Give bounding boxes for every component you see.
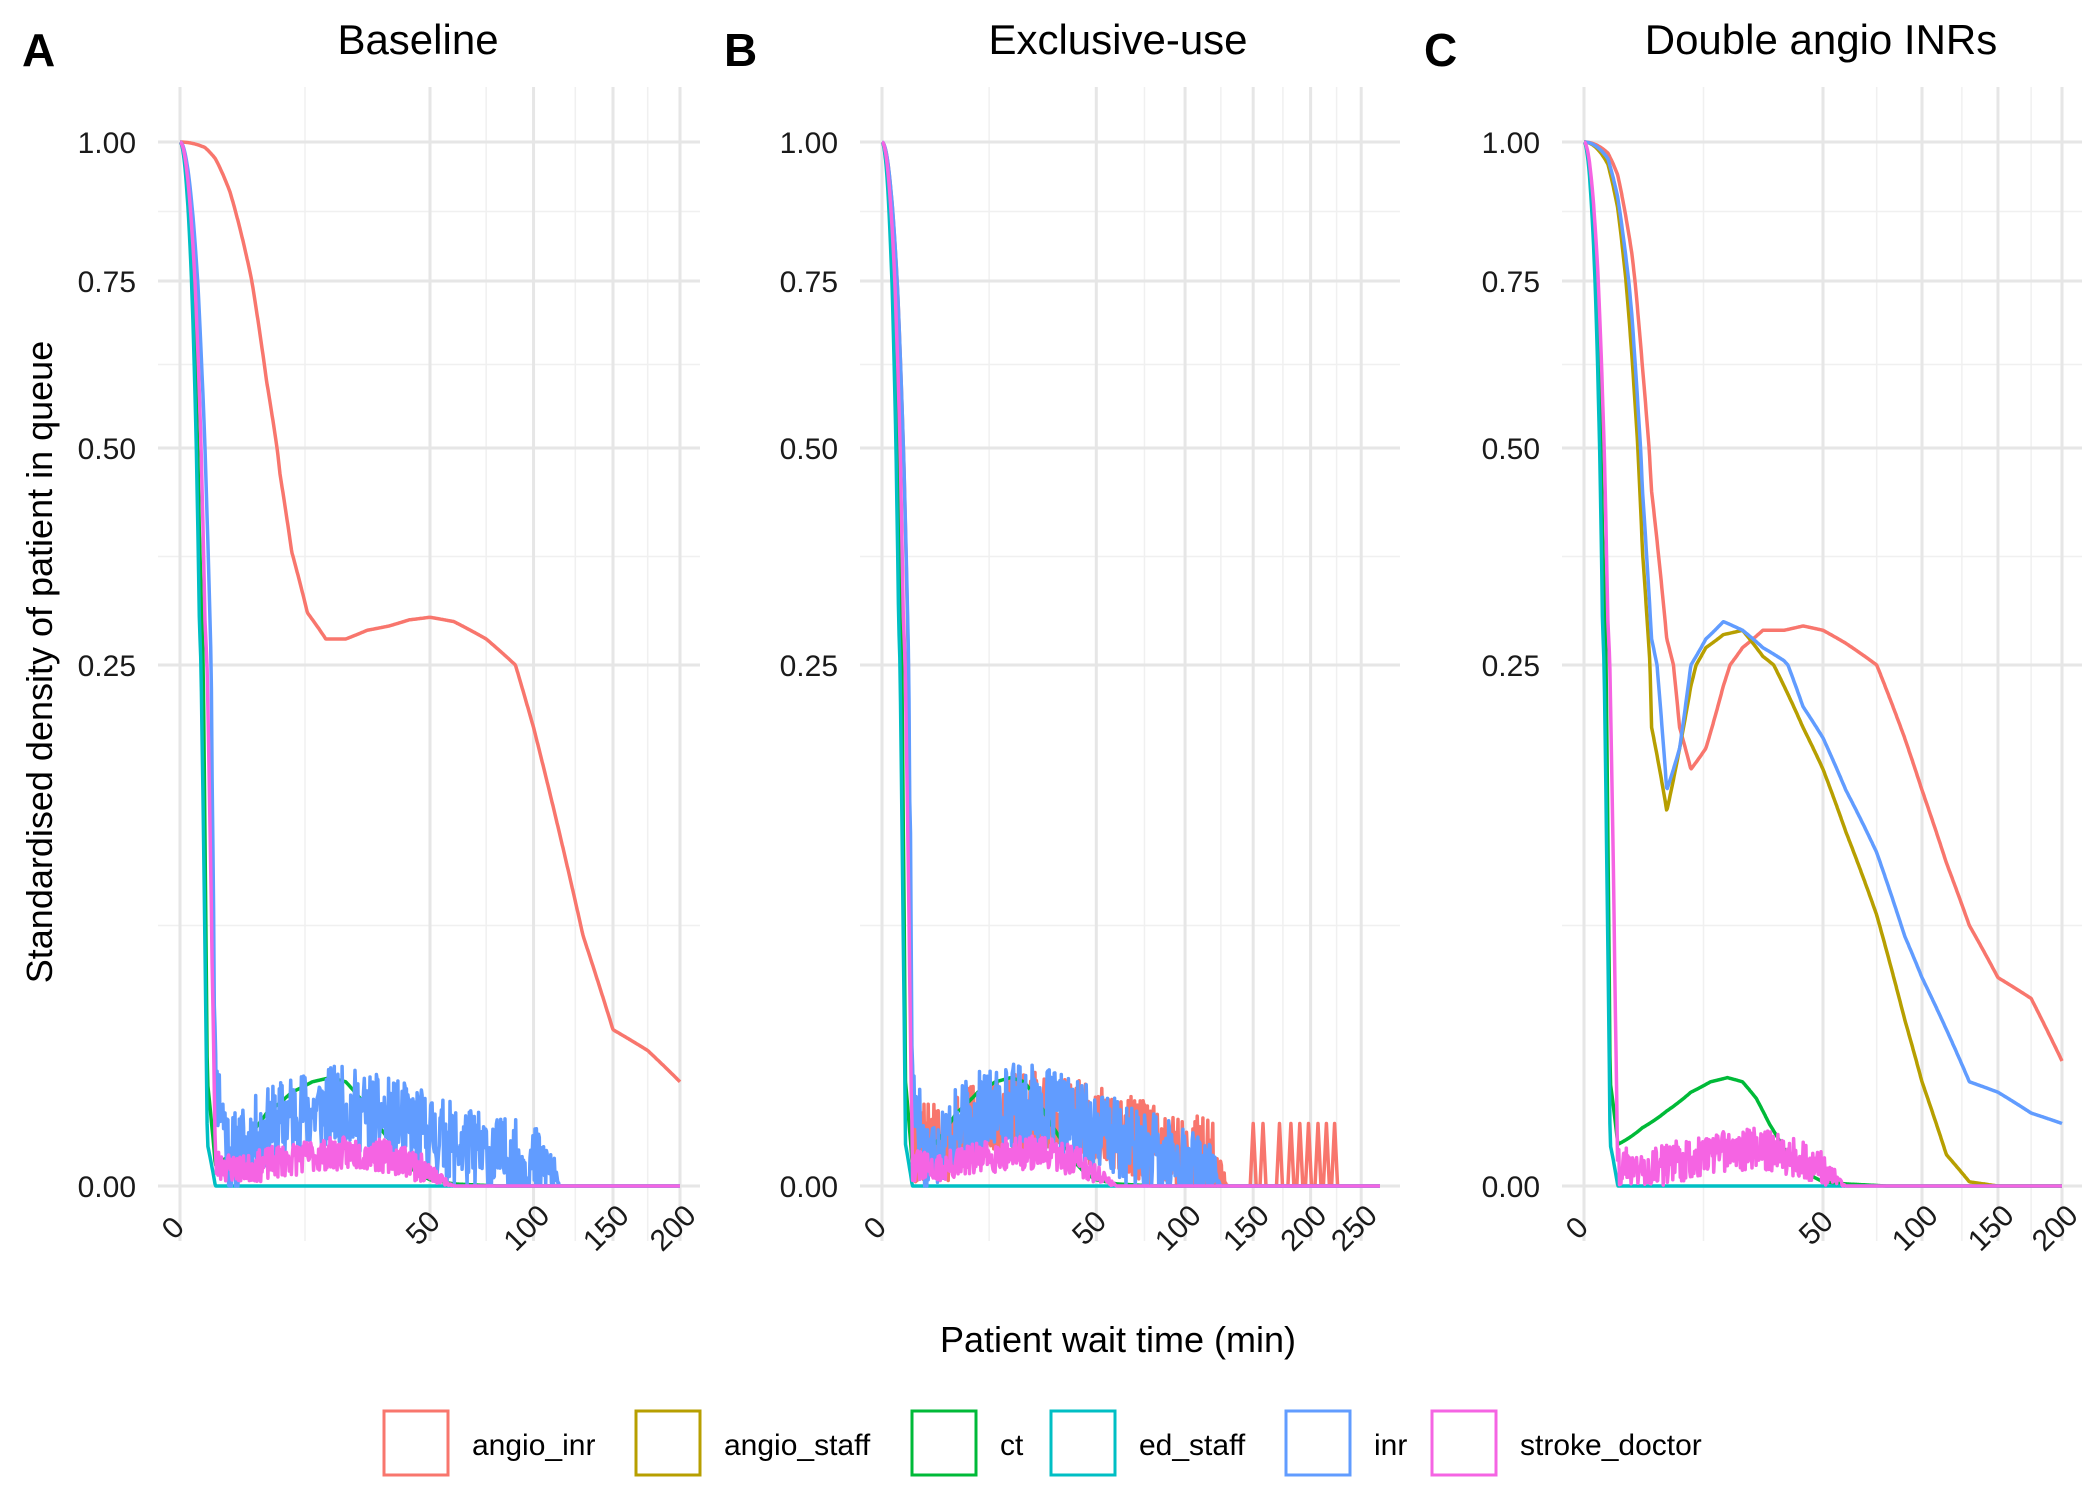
panel-a-y-tick-labels: 0.00 0.25 0.50 0.75 1.00 xyxy=(78,127,136,1204)
y-tick-label: 1.00 xyxy=(780,127,838,160)
y-tick-label: 0.25 xyxy=(78,650,136,683)
legend-key-ed-staff xyxy=(1049,1409,1117,1477)
y-tick-label: 0.25 xyxy=(1482,650,1540,683)
panel-b-tag: B xyxy=(724,24,757,76)
legend-item-ed-staff: ed_staff xyxy=(1049,1409,1246,1477)
y-tick-label: 0.50 xyxy=(780,433,838,466)
panel-a-tag: A xyxy=(22,24,55,76)
legend-key-angio-staff xyxy=(634,1409,702,1477)
y-tick-label: 0.50 xyxy=(78,433,136,466)
legend-key-ct xyxy=(910,1409,978,1477)
legend-item-stroke-doctor: stroke_doctor xyxy=(1430,1409,1702,1477)
legend-label-stroke-doctor: stroke_doctor xyxy=(1520,1429,1702,1462)
y-tick-label: 0.00 xyxy=(780,1171,838,1204)
y-tick-label: 0.75 xyxy=(1482,266,1540,299)
y-axis-title: Standardised density of patient in queue xyxy=(19,341,60,983)
series-stroke-doctor-line xyxy=(178,140,682,1188)
legend-label-ct: ct xyxy=(1000,1429,1024,1462)
y-tick-label: 0.50 xyxy=(1482,433,1540,466)
panel-c-title: Double angio INRs xyxy=(1645,16,1998,63)
y-tick-label: 0.00 xyxy=(78,1171,136,1204)
panel-a-title: Baseline xyxy=(337,16,498,63)
y-tick-label: 1.00 xyxy=(78,127,136,160)
series-angio-inr-line xyxy=(1582,140,2064,1062)
y-tick-label: 1.00 xyxy=(1482,127,1540,160)
y-tick-label: 0.75 xyxy=(78,266,136,299)
panel-a: A Baseline 0.000.250.500.751.00 0 50 100 15… xyxy=(22,16,703,1258)
legend-key-inr xyxy=(1284,1409,1352,1477)
legend-item-inr: inr xyxy=(1284,1409,1407,1477)
panel-c-series xyxy=(1582,140,2064,1188)
legend-label-angio-staff: angio_staff xyxy=(724,1429,871,1462)
y-tick-label: 0.75 xyxy=(780,266,838,299)
series-angio-inr-line xyxy=(178,140,682,1084)
series-stroke-doctor-line xyxy=(880,140,1382,1188)
legend: angio_inr angio_staff ct ed_staff inr st… xyxy=(382,1409,1702,1477)
series-inr-line xyxy=(1582,140,2064,1126)
panel-b-y-tick-labels: 0.00 0.25 0.50 0.75 1.00 xyxy=(780,127,838,1204)
x-axis-title: Patient wait time (min) xyxy=(940,1319,1296,1360)
y-tick-label: 0.00 xyxy=(1482,1171,1540,1204)
legend-label-angio-inr: angio_inr xyxy=(472,1429,595,1462)
y-tick-label: 0.25 xyxy=(780,650,838,683)
legend-label-ed-staff: ed_staff xyxy=(1139,1429,1246,1462)
legend-item-ct: ct xyxy=(910,1409,1024,1477)
panel-b-title: Exclusive-use xyxy=(988,16,1247,63)
panel-a-series xyxy=(178,140,682,1188)
panel-b-series xyxy=(880,140,1382,1188)
panel-c-y-tick-labels: 0.00 0.25 0.50 0.75 1.00 xyxy=(1482,127,1540,1204)
legend-key-angio-inr xyxy=(382,1409,450,1477)
series-stroke-doctor-line xyxy=(1582,140,2064,1188)
legend-label-inr: inr xyxy=(1374,1429,1407,1462)
series-angio-staff-line xyxy=(1582,140,2064,1188)
panel-c-tag: C xyxy=(1424,24,1457,76)
legend-item-angio-staff: angio_staff xyxy=(634,1409,871,1477)
series-angio-inr-spikes xyxy=(1248,1121,1340,1187)
legend-key-stroke-doctor xyxy=(1430,1409,1498,1477)
legend-item-angio-inr: angio_inr xyxy=(382,1409,595,1477)
